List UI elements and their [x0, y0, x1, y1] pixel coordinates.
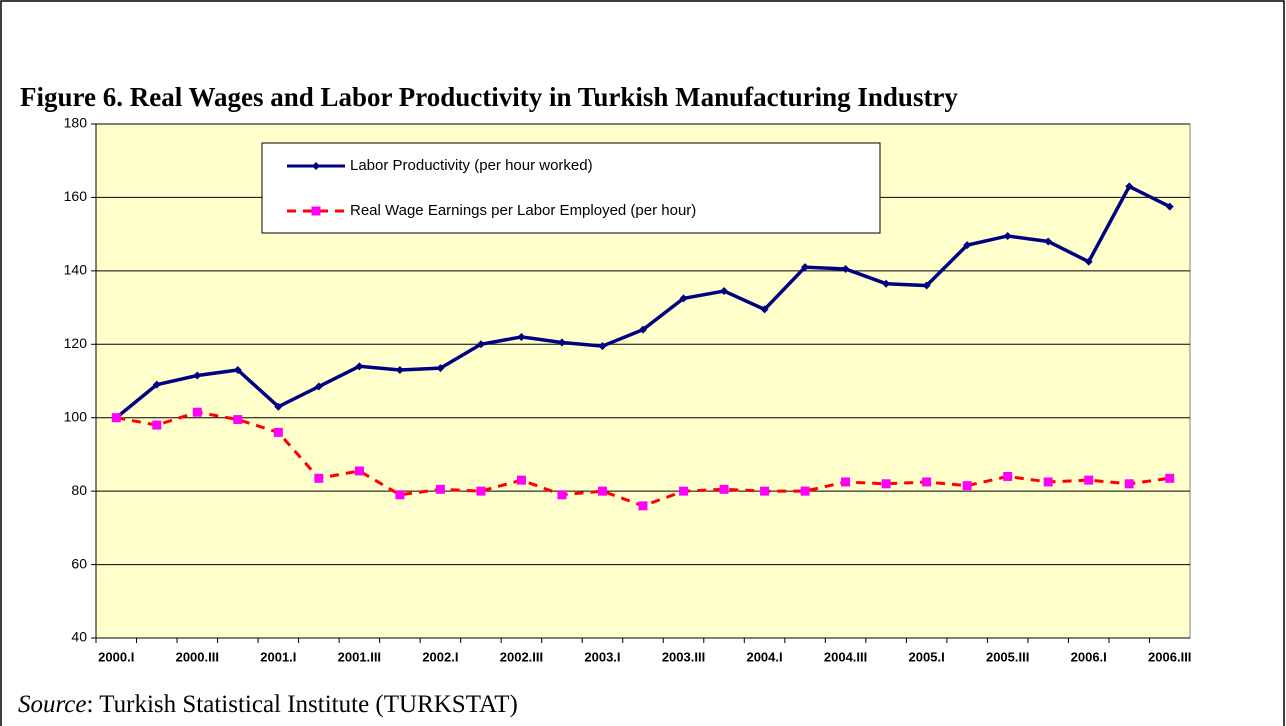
x-tick-label: 2001.I — [260, 649, 296, 664]
point — [1043, 477, 1053, 487]
point — [882, 279, 891, 288]
x-tick-label: 2002.I — [422, 649, 458, 664]
point — [436, 364, 445, 373]
point — [639, 325, 647, 334]
point — [1084, 257, 1093, 266]
point — [193, 371, 202, 380]
y-tick-label: 100 — [64, 408, 88, 424]
point — [881, 479, 891, 489]
point — [922, 281, 931, 290]
point — [1084, 475, 1094, 485]
y-tick-label: 80 — [71, 482, 87, 498]
point — [841, 265, 850, 274]
point — [314, 382, 323, 391]
point — [598, 342, 607, 351]
point — [557, 490, 567, 500]
x-tick-label: 2006.III — [1148, 649, 1191, 664]
point — [962, 481, 972, 491]
point — [800, 486, 810, 496]
y-tick-label: 40 — [71, 629, 87, 645]
point — [314, 473, 324, 483]
x-tick-label: 2000.I — [98, 649, 134, 664]
point — [963, 241, 972, 250]
y-tick-label: 180 — [64, 115, 88, 131]
point — [233, 365, 242, 374]
legend-marker — [311, 206, 321, 216]
point — [1124, 479, 1134, 489]
point — [152, 380, 161, 389]
series — [112, 182, 1174, 422]
point — [679, 294, 688, 303]
point — [1003, 471, 1013, 481]
point — [597, 486, 607, 496]
y-tick-label: 60 — [71, 555, 87, 571]
legend-box — [261, 142, 881, 234]
point — [760, 305, 769, 314]
point — [192, 407, 202, 417]
point — [395, 490, 405, 500]
chart-title: Figure 6. Real Wages and Labor Productiv… — [20, 82, 958, 112]
point — [354, 466, 364, 476]
point — [476, 486, 486, 496]
point — [557, 338, 566, 347]
point — [395, 365, 404, 374]
y-tick-label: 120 — [64, 335, 88, 351]
point — [111, 413, 121, 423]
x-tick-label: 2000.III — [176, 649, 219, 664]
legend-label: Real Wage Earnings per Labor Employed (p… — [350, 202, 696, 219]
source-label: Source — [18, 691, 87, 718]
point — [1165, 473, 1175, 483]
y-tick-label: 160 — [64, 188, 88, 204]
y-tick-label: 140 — [64, 262, 88, 278]
point — [355, 362, 364, 371]
point — [1044, 237, 1053, 246]
source-text: : Turkish Statistical Institute (TURKSTA… — [87, 691, 518, 718]
x-tick-label: 2001.III — [338, 649, 381, 664]
legend: Labor Productivity (per hour worked) Real… — [261, 142, 881, 234]
x-tick-label: 2004.III — [824, 649, 867, 664]
point — [719, 484, 729, 494]
point — [516, 475, 526, 485]
point — [1165, 202, 1174, 211]
point — [638, 501, 648, 511]
series — [111, 407, 1175, 511]
point — [233, 415, 243, 425]
point — [720, 287, 729, 296]
point — [841, 477, 851, 487]
x-tick-label: 2002.III — [500, 649, 543, 664]
x-tick-label: 2005.I — [909, 649, 945, 664]
legend-marker — [312, 162, 320, 170]
point — [152, 420, 162, 430]
point — [760, 486, 770, 496]
x-tick-label: 2003.I — [584, 649, 620, 664]
point — [1003, 231, 1012, 240]
x-tick-label: 2003.III — [662, 649, 705, 664]
x-tick-label: 2006.I — [1071, 649, 1107, 664]
point — [517, 332, 526, 341]
point — [801, 263, 810, 272]
point — [679, 486, 689, 496]
point — [1125, 182, 1134, 191]
x-tick-label: 2004.I — [746, 649, 782, 664]
point — [476, 340, 485, 349]
source-note: Source: Turkish Statistical Institute (T… — [18, 691, 518, 718]
legend-label: Labor Productivity (per hour worked) — [350, 157, 593, 174]
x-tick-label: 2005.III — [986, 649, 1029, 664]
point — [922, 477, 932, 487]
point — [273, 427, 283, 437]
point — [274, 402, 283, 411]
point — [435, 484, 445, 494]
